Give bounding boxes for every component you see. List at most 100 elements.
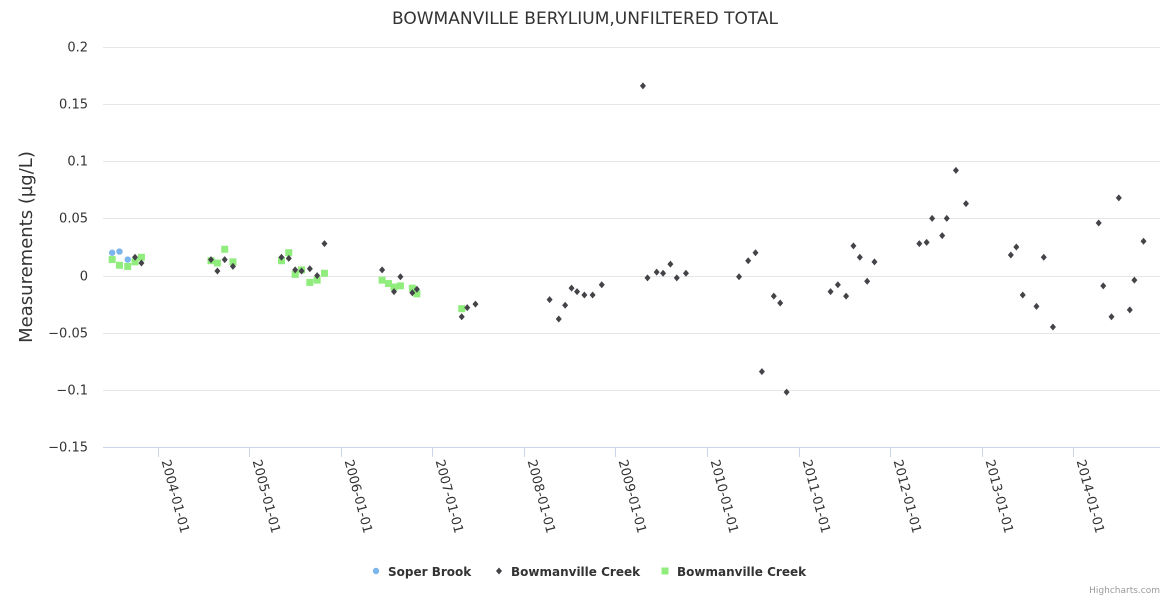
data-point[interactable] [1140, 237, 1147, 245]
data-point[interactable] [378, 276, 386, 284]
data-point[interactable] [752, 249, 759, 257]
data-point[interactable] [834, 281, 841, 289]
data-point[interactable] [1131, 276, 1138, 284]
data-point[interactable] [923, 238, 930, 246]
data-point[interactable] [777, 299, 784, 307]
data-point[interactable] [108, 249, 116, 256]
data-point[interactable] [589, 291, 596, 299]
data-point[interactable] [385, 280, 393, 288]
data-point[interactable] [1108, 313, 1115, 321]
data-point[interactable] [939, 232, 946, 240]
data-point[interactable] [856, 253, 863, 261]
data-point[interactable] [943, 214, 950, 222]
data-point[interactable] [391, 288, 398, 296]
data-point[interactable] [682, 269, 689, 277]
data-point[interactable] [413, 290, 421, 298]
data-point[interactable] [458, 313, 465, 321]
data-point[interactable] [229, 262, 236, 270]
data-point[interactable] [1126, 306, 1133, 314]
data-point[interactable] [278, 253, 285, 261]
data-point[interactable] [871, 258, 878, 266]
data-point[interactable] [745, 257, 752, 265]
data-point[interactable] [124, 256, 131, 263]
data-point[interactable] [409, 289, 416, 297]
legend-symbol[interactable] [372, 567, 380, 575]
data-point[interactable] [131, 258, 139, 266]
data-point[interactable] [598, 281, 605, 289]
data-point[interactable] [639, 82, 646, 90]
data-point[interactable] [108, 256, 116, 264]
data-point[interactable] [1095, 219, 1102, 227]
data-point[interactable] [770, 292, 777, 300]
data-point[interactable] [667, 260, 674, 268]
data-point[interactable] [298, 267, 305, 275]
data-point[interactable] [214, 267, 221, 275]
data-point[interactable] [213, 259, 221, 267]
data-point[interactable] [320, 269, 328, 277]
data-point[interactable] [413, 285, 420, 293]
data-point[interactable] [555, 315, 562, 323]
data-point[interactable] [313, 276, 321, 284]
data-point[interactable] [390, 283, 398, 291]
legend-symbol[interactable] [661, 567, 669, 575]
data-point[interactable] [783, 388, 790, 396]
data-point[interactable] [952, 166, 959, 174]
data-point[interactable] [1040, 253, 1047, 261]
data-point[interactable] [1033, 302, 1040, 310]
data-point[interactable] [864, 277, 871, 285]
data-point[interactable] [581, 291, 588, 299]
data-point[interactable] [962, 200, 969, 208]
data-point[interactable] [653, 268, 660, 276]
data-point[interactable] [929, 214, 936, 222]
data-point[interactable] [562, 301, 569, 309]
data-point[interactable] [850, 242, 857, 250]
data-point[interactable] [472, 300, 479, 308]
data-point[interactable] [458, 305, 466, 313]
data-point[interactable] [397, 273, 404, 281]
data-point[interactable] [306, 265, 313, 273]
data-point[interactable] [292, 266, 299, 274]
legend-item[interactable]: Soper Brook [372, 565, 472, 579]
credits-link[interactable]: Highcharts.com [1089, 586, 1160, 596]
data-point[interactable] [758, 368, 765, 376]
data-point[interactable] [396, 282, 404, 290]
data-point[interactable] [115, 261, 123, 269]
data-point[interactable] [1115, 194, 1122, 202]
data-point[interactable] [285, 254, 292, 262]
data-point[interactable] [736, 273, 743, 281]
data-point[interactable] [314, 272, 321, 280]
data-point[interactable] [1013, 243, 1020, 251]
data-point[interactable] [306, 278, 314, 286]
legend-symbol[interactable] [496, 567, 502, 575]
data-point[interactable] [546, 296, 553, 304]
data-point[interactable] [827, 288, 834, 296]
data-point[interactable] [138, 259, 145, 267]
data-point[interactable] [229, 258, 237, 266]
data-point[interactable] [132, 253, 139, 261]
data-point[interactable] [221, 256, 228, 264]
data-point[interactable] [285, 249, 293, 257]
legend-item[interactable]: Bowmanville Creek [496, 565, 641, 579]
data-point[interactable] [843, 292, 850, 300]
data-point[interactable] [137, 253, 145, 261]
data-point[interactable] [1100, 282, 1107, 290]
data-point[interactable] [207, 256, 214, 264]
data-point[interactable] [1007, 251, 1014, 259]
data-point[interactable] [574, 288, 581, 296]
data-point[interactable] [321, 240, 328, 248]
data-point[interactable] [464, 304, 471, 312]
data-point[interactable] [916, 240, 923, 248]
data-point[interactable] [660, 269, 667, 277]
legend-item[interactable]: Bowmanville Creek [661, 565, 808, 579]
data-point[interactable] [408, 284, 416, 292]
data-point[interactable] [124, 262, 132, 270]
data-point[interactable] [644, 274, 651, 282]
data-point[interactable] [379, 266, 386, 274]
data-point[interactable] [568, 284, 575, 292]
data-point[interactable] [291, 270, 299, 278]
data-point[interactable] [1049, 323, 1056, 331]
data-point[interactable] [673, 274, 680, 282]
data-point[interactable] [1019, 291, 1026, 299]
data-point[interactable] [221, 245, 229, 253]
data-point[interactable] [116, 248, 123, 255]
